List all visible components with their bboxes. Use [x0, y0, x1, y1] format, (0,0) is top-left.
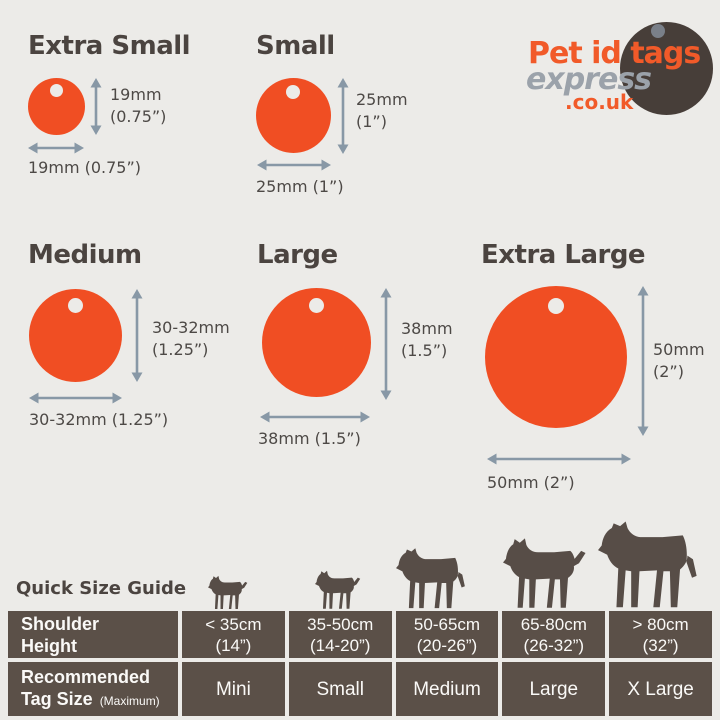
table-cell-tag-xlarge: X Large: [609, 662, 712, 716]
logo-tag-hole-icon: [651, 24, 665, 38]
tag-size-heading-large: Large: [257, 240, 338, 270]
tag-hole: [50, 84, 63, 97]
height-arrow-icon: [90, 78, 102, 135]
logo-brand-name: Pet id tags: [528, 36, 701, 71]
tag-hole: [286, 85, 300, 99]
table-cell-height-large: 65-80cm (26-32”): [502, 611, 606, 658]
large-dog-silhouette-icon: [503, 538, 586, 608]
tag-size-heading-extra-small: Extra Small: [28, 31, 191, 61]
height-arrow-icon: [637, 286, 649, 436]
tag-height-label: 38mm (1.5”): [401, 319, 453, 360]
size-guide-table: Shoulder Height < 35cm (14”) 35-50cm (14…: [8, 611, 712, 716]
logo-express: express: [526, 62, 652, 97]
tag-circle-extra-small: [28, 78, 85, 135]
tag-height-label: 50mm (2”): [653, 340, 705, 381]
quick-size-guide-title: Quick Size Guide: [16, 578, 187, 599]
tiny-dog-silhouette-icon: [208, 575, 248, 609]
table-cell-height-medium: 50-65cm (20-26”): [395, 611, 499, 658]
tag-width-label: 30-32mm (1.25”): [29, 410, 169, 429]
table-cell-height-mini: < 35cm (14”): [182, 611, 285, 658]
small-dog-silhouette-icon: [315, 570, 361, 609]
tag-width-label: 50mm (2”): [487, 473, 575, 492]
table-cell-tag-large: Large: [502, 662, 606, 716]
height-arrow-icon: [337, 78, 349, 154]
tag-hole: [548, 298, 564, 314]
table-cell-tag-small: Small: [288, 662, 392, 716]
tag-size-heading-small: Small: [256, 31, 335, 61]
table-cell-tag-mini: Mini: [182, 662, 285, 716]
table-cell-tag-medium: Medium: [395, 662, 499, 716]
tag-height-label: 19mm (0.75”): [110, 85, 167, 126]
tag-width-label: 19mm (0.75”): [28, 158, 142, 177]
tag-width-label: 25mm (1”): [256, 177, 344, 196]
width-arrow-icon: [257, 159, 331, 171]
tag-circle-extra-large: [485, 286, 627, 428]
extra-large-dog-silhouette-icon: [598, 521, 697, 608]
table-cell-height-xlarge: > 80cm (32”): [609, 611, 712, 658]
width-arrow-icon: [29, 392, 122, 404]
tag-hole: [309, 298, 324, 313]
height-arrow-icon: [380, 288, 392, 400]
tag-height-label: 30-32mm (1.25”): [152, 318, 230, 359]
tag-size-heading-medium: Medium: [28, 240, 142, 270]
width-arrow-icon: [260, 411, 370, 423]
tag-circle-large: [262, 288, 371, 397]
table-header-shoulder-height: Shoulder Height: [8, 611, 178, 658]
tag-size-heading-extra-large: Extra Large: [481, 240, 646, 270]
tag-hole: [68, 298, 83, 313]
logo-tag-circle: [620, 22, 713, 115]
table-header-recommended-tag-size: Recommended Tag Size (Maximum): [8, 662, 178, 716]
table-cell-height-small: 35-50cm (14-20”): [288, 611, 392, 658]
width-arrow-icon: [487, 453, 631, 465]
tag-circle-small: [256, 78, 331, 153]
maximum-note: (Maximum): [99, 694, 160, 708]
width-arrow-icon: [28, 142, 84, 154]
medium-dog-silhouette-icon: [396, 548, 465, 609]
tag-width-label: 38mm (1.5”): [258, 429, 361, 448]
tag-height-label: 25mm (1”): [356, 90, 408, 131]
height-arrow-icon: [131, 289, 143, 382]
tag-circle-medium: [29, 289, 122, 382]
logo-domain: .co.uk: [565, 90, 634, 114]
